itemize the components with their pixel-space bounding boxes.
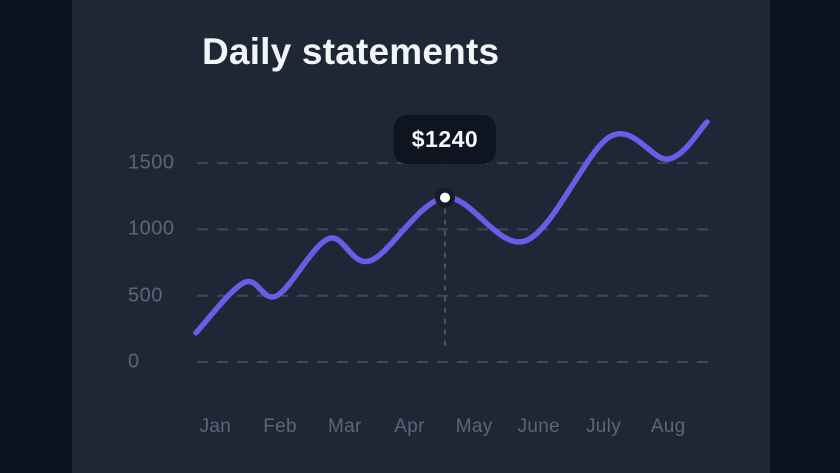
tooltip: $1240 xyxy=(393,114,497,164)
x-axis-label-june: June xyxy=(517,416,560,437)
y-axis-label-500: 500 xyxy=(128,284,163,307)
y-axis-label-0: 0 xyxy=(128,350,140,373)
y-axis-label-1500: 1500 xyxy=(128,151,175,174)
card-title: Daily statements xyxy=(202,31,500,72)
x-axis-label-mar: Mar xyxy=(327,416,362,437)
x-axis-label-feb: Feb xyxy=(263,416,297,437)
y-axis-label-1000: 1000 xyxy=(128,217,175,240)
highlight-point-center xyxy=(440,192,450,203)
x-axis-label-may: May xyxy=(455,416,493,437)
statements-card: Daily statements xyxy=(72,0,770,473)
x-axis-label-jan: Jan xyxy=(199,416,232,437)
x-axis-label-july: July xyxy=(586,416,621,437)
x-axis-label-apr: Apr xyxy=(394,416,425,437)
x-axis-label-aug: Aug xyxy=(650,416,686,437)
tooltip-value: $1240 xyxy=(411,125,479,152)
statements-line xyxy=(193,119,710,336)
